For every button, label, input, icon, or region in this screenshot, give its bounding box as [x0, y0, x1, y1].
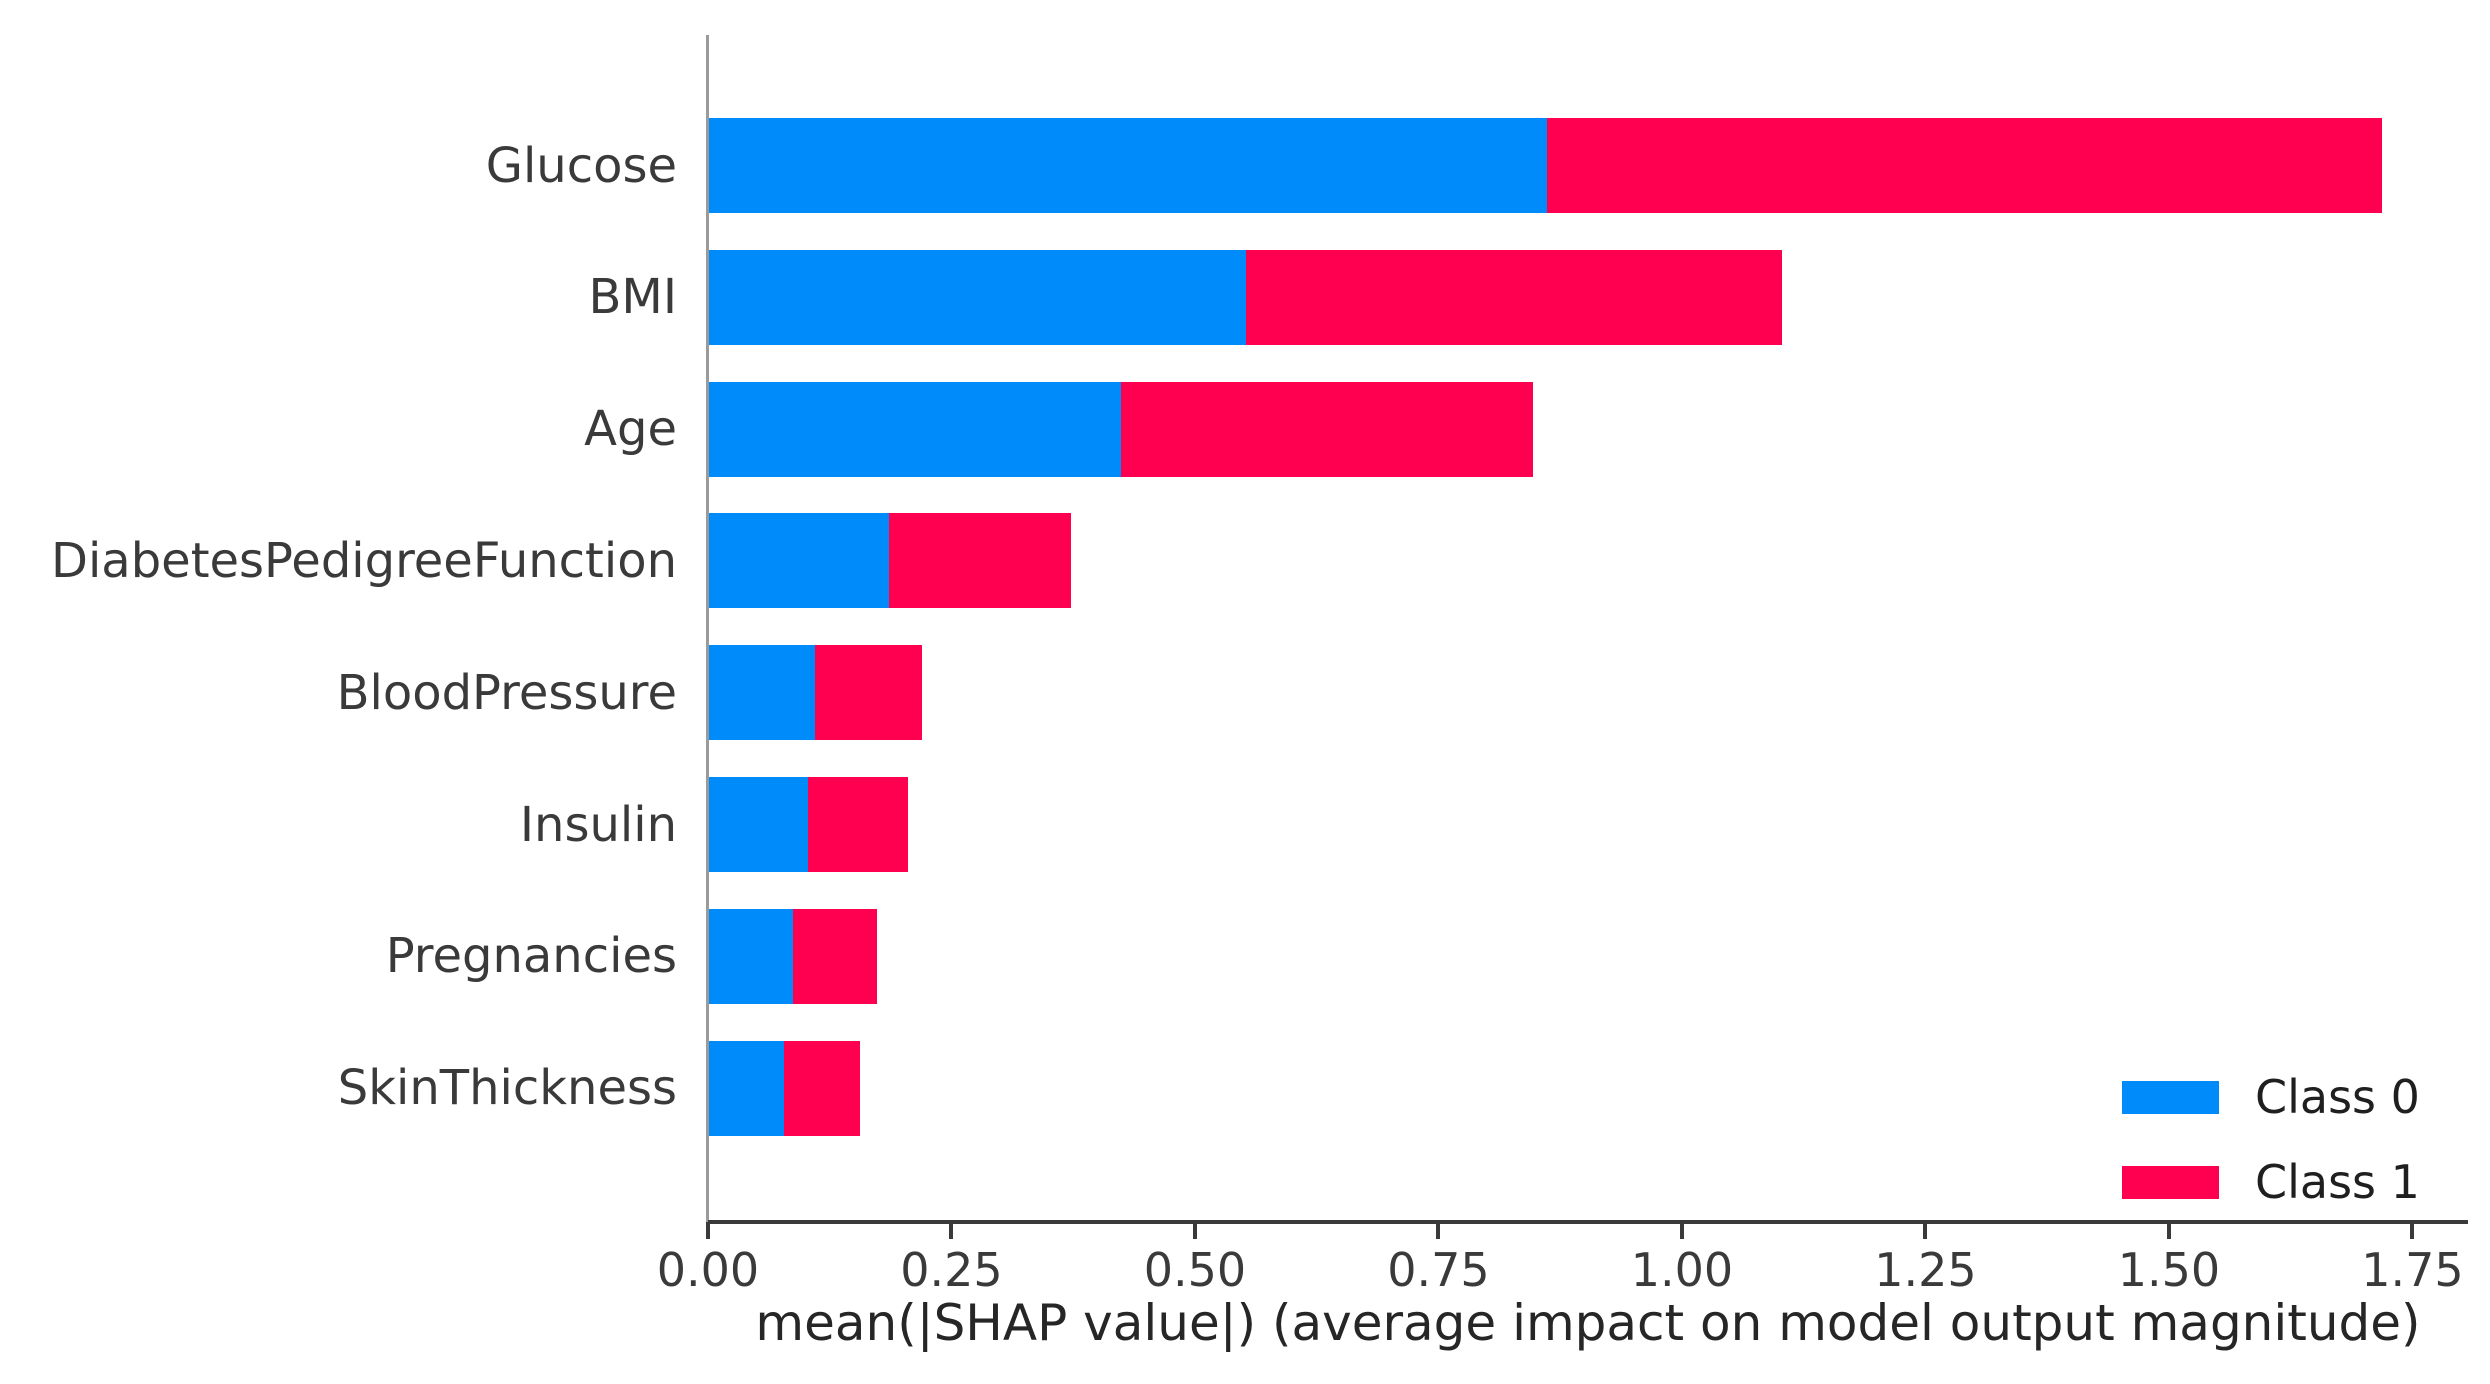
legend-swatch-class-1 — [2122, 1165, 2219, 1199]
y-axis-category-labels: Glucose BMI Age DiabetesPedigreeFunction Blo… — [0, 0, 677, 1384]
bar-insulin — [709, 777, 908, 872]
bar-glucose — [709, 118, 2383, 213]
bar-age — [709, 381, 1533, 477]
y-label-diabetespedigreefunction: DiabetesPedigreeFunction — [50, 532, 677, 589]
bar-segment-skinthickness-class-1 — [783, 1040, 860, 1136]
plot-area — [709, 35, 2467, 1222]
bar-segment-pregnancies-class-0 — [709, 908, 793, 1004]
y-label-bloodpressure: BloodPressure — [336, 664, 677, 721]
x-tick-mark-0.75 — [1436, 1222, 1441, 1239]
bar-segment-bmi-class-1 — [1245, 249, 1783, 345]
x-tick-label-0.50: 0.50 — [1143, 1243, 1247, 1297]
x-tick-label-1.25: 1.25 — [1874, 1243, 1977, 1297]
legend-label-class-1: Class 1 — [2255, 1155, 2420, 1209]
bar-segment-glucose-class-0 — [709, 118, 1547, 213]
y-label-insulin: Insulin — [519, 796, 677, 853]
bar-segment-insulin-class-1 — [808, 777, 908, 872]
bar-segment-bmi-class-0 — [709, 249, 1246, 345]
bar-segment-bloodpressure-class-1 — [815, 645, 923, 741]
x-tick-label-0.75: 0.75 — [1387, 1243, 1490, 1297]
y-label-bmi: BMI — [588, 269, 678, 326]
y-label-glucose: Glucose — [485, 137, 677, 194]
legend-label-class-0: Class 0 — [2255, 1070, 2420, 1124]
x-tick-label-1.00: 1.00 — [1630, 1243, 1734, 1297]
bar-segment-age-class-1 — [1120, 381, 1533, 477]
legend-swatch-class-0 — [2122, 1080, 2219, 1114]
bar-segment-bloodpressure-class-0 — [709, 645, 816, 741]
x-tick-mark-0.25 — [949, 1222, 954, 1239]
bar-segment-diabetespedigreefunction-class-1 — [889, 513, 1072, 609]
x-tick-label-1.50: 1.50 — [2117, 1243, 2221, 1297]
legend: Class 0 Class 1 — [2122, 1070, 2420, 1240]
bar-segment-glucose-class-1 — [1546, 118, 2383, 213]
bar-bloodpressure — [709, 645, 923, 741]
bar-segment-diabetespedigreefunction-class-0 — [709, 513, 890, 609]
bar-segment-skinthickness-class-0 — [709, 1040, 784, 1136]
x-tick-mark-0.50 — [1192, 1222, 1197, 1239]
x-axis-spine — [708, 1220, 2468, 1224]
bar-segment-age-class-0 — [709, 381, 1121, 477]
x-tick-mark-0.00 — [706, 1222, 710, 1239]
x-tick-label-0.00: 0.00 — [656, 1243, 760, 1297]
legend-item-class-0: Class 0 — [2122, 1070, 2420, 1124]
y-axis-spine — [706, 35, 709, 1223]
bar-pregnancies — [709, 908, 877, 1004]
x-tick-label-0.25: 0.25 — [900, 1243, 1003, 1297]
legend-item-class-1: Class 1 — [2122, 1155, 2420, 1209]
bar-skinthickness — [709, 1040, 860, 1136]
bar-segment-pregnancies-class-1 — [792, 908, 877, 1004]
x-tick-mark-1.25 — [1923, 1222, 1928, 1239]
bar-segment-insulin-class-0 — [709, 777, 809, 872]
x-axis-title: mean(|SHAP value|) (average impact on mo… — [755, 1294, 2421, 1352]
bar-bmi — [709, 249, 1783, 345]
x-tick-mark-1.50 — [2166, 1222, 2171, 1239]
y-label-skinthickness: SkinThickness — [337, 1060, 677, 1117]
x-tick-label-1.75: 1.75 — [2361, 1243, 2464, 1297]
y-label-age: Age — [584, 401, 677, 458]
x-tick-mark-1.75 — [2410, 1222, 2415, 1239]
bar-diabetespedigreefunction — [709, 513, 1072, 609]
y-label-pregnancies: Pregnancies — [385, 928, 677, 985]
x-tick-mark-1.00 — [1679, 1222, 1684, 1239]
